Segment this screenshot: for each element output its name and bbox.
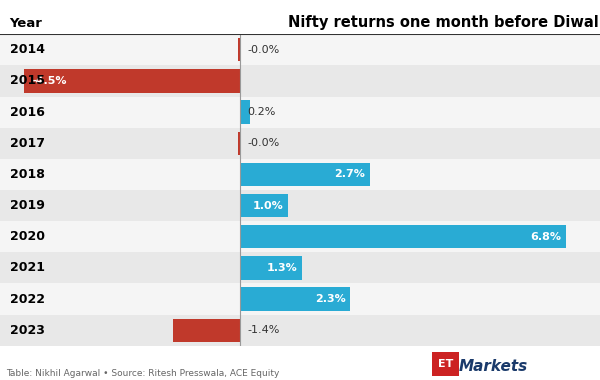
Bar [0, 128, 600, 159]
Text: Markets: Markets [459, 359, 528, 374]
Text: Year: Year [10, 17, 43, 30]
Bar [240, 194, 288, 217]
Text: -1.4%: -1.4% [247, 325, 280, 335]
Bar [238, 131, 240, 155]
Text: 0.2%: 0.2% [247, 107, 275, 117]
Text: 1.0%: 1.0% [253, 201, 283, 211]
Bar [0, 190, 600, 221]
Text: -4.5%: -4.5% [31, 76, 67, 86]
Text: -0.0%: -0.0% [247, 138, 280, 148]
Bar [0, 283, 600, 315]
Text: Table: Nikhil Agarwal • Source: Ritesh Presswala, ACE Equity: Table: Nikhil Agarwal • Source: Ritesh P… [6, 369, 280, 378]
Bar [0, 97, 600, 128]
Bar [0, 315, 600, 346]
Bar [240, 287, 350, 311]
Text: 2018: 2018 [10, 168, 44, 181]
Text: 2.3%: 2.3% [315, 294, 346, 304]
Bar [240, 100, 250, 124]
Text: 2020: 2020 [10, 230, 44, 243]
Text: Nifty returns one month before Diwali: Nifty returns one month before Diwali [288, 16, 600, 30]
Text: 2021: 2021 [10, 261, 44, 274]
Text: 2016: 2016 [10, 106, 44, 119]
Bar [238, 38, 240, 62]
Bar [240, 256, 302, 280]
Bar [240, 225, 566, 249]
Bar [0, 252, 600, 283]
Bar [0, 159, 600, 190]
Text: 2017: 2017 [10, 137, 44, 150]
Text: 2014: 2014 [10, 43, 44, 56]
Bar [24, 69, 240, 93]
Bar [0, 65, 600, 97]
Text: -0.0%: -0.0% [247, 45, 280, 55]
Text: 2022: 2022 [10, 293, 44, 306]
Bar [240, 163, 370, 186]
Text: 2015: 2015 [10, 74, 44, 87]
Text: 2.7%: 2.7% [334, 169, 365, 179]
Text: ET: ET [438, 359, 453, 369]
Bar [173, 318, 240, 342]
Text: 2023: 2023 [10, 324, 44, 337]
Bar [0, 34, 600, 65]
Bar [0, 221, 600, 252]
Text: 6.8%: 6.8% [530, 232, 562, 242]
Text: 2019: 2019 [10, 199, 44, 212]
Text: 1.3%: 1.3% [267, 263, 298, 273]
